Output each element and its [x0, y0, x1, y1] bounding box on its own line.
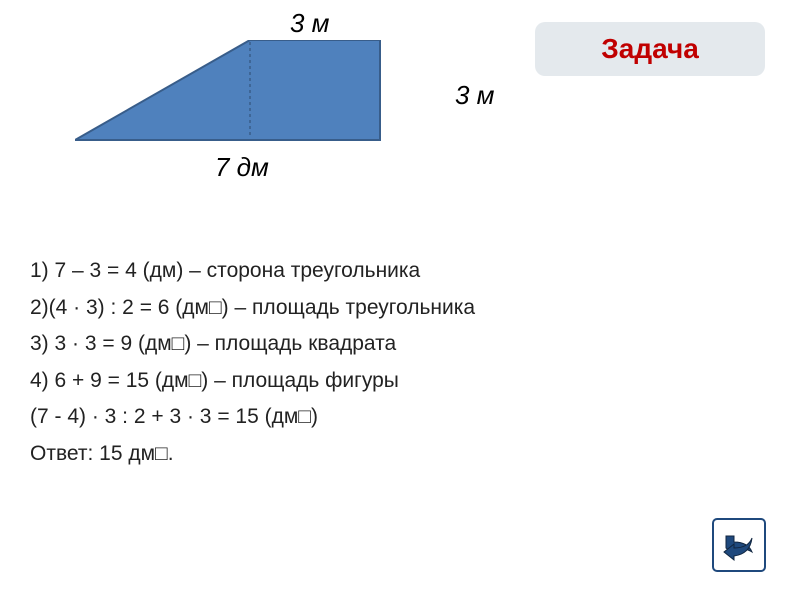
solution-line: 1) 7 – 3 = 4 (дм) – сторона треугольника	[30, 255, 770, 288]
solution-line: 4) 6 + 9 = 15 (дм□) – площадь фигуры	[30, 365, 770, 398]
task-badge-label: Задача	[601, 33, 699, 65]
task-badge: Задача	[535, 22, 765, 76]
dim-label-right: 3 м	[455, 80, 495, 111]
return-arrow-icon	[712, 518, 766, 572]
solution-line: (7 - 4) · 3 : 2 + 3 · 3 = 15 (дм□)	[30, 401, 770, 434]
dim-label-top: 3 м	[290, 8, 330, 39]
return-button[interactable]	[712, 518, 766, 572]
solution-line: 2)(4 · 3) : 2 = 6 (дм□) – площадь треуго…	[30, 292, 770, 325]
dim-label-bottom: 7 дм	[215, 152, 269, 183]
solution-line: 3) 3 · 3 = 9 (дм□) – площадь квадрата	[30, 328, 770, 361]
solution-line: Ответ: 15 дм□.	[30, 438, 770, 471]
solution-block: 1) 7 – 3 = 4 (дм) – сторона треугольника…	[30, 255, 770, 474]
trapezoid-shape	[75, 40, 385, 150]
